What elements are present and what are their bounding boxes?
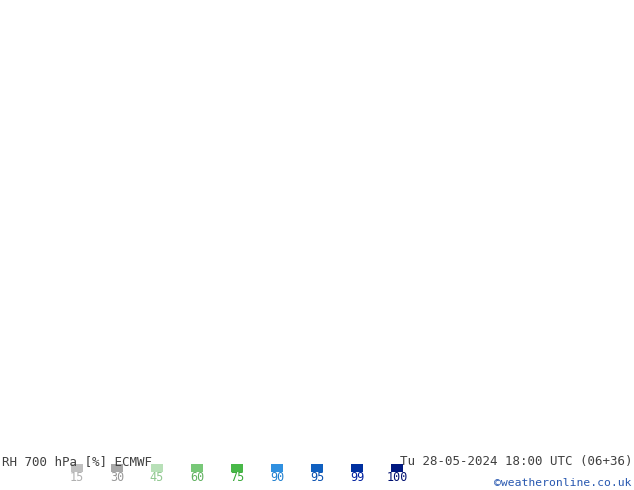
Bar	[351, 464, 363, 472]
Text: 15: 15	[70, 471, 84, 484]
Text: RH 700 hPa [%] ECMWF: RH 700 hPa [%] ECMWF	[2, 455, 152, 468]
Bar	[311, 464, 323, 472]
Bar	[391, 464, 403, 472]
Text: 90: 90	[270, 471, 284, 484]
Text: 75: 75	[230, 471, 244, 484]
Bar	[231, 464, 243, 472]
Text: 100: 100	[386, 471, 408, 484]
Text: 60: 60	[190, 471, 204, 484]
Bar	[111, 464, 123, 472]
Bar	[271, 464, 283, 472]
Text: 45: 45	[150, 471, 164, 484]
Bar	[191, 464, 203, 472]
Text: 30: 30	[110, 471, 124, 484]
Bar	[151, 464, 163, 472]
Text: ©weatheronline.co.uk: ©weatheronline.co.uk	[495, 478, 632, 488]
Bar	[71, 464, 83, 472]
Text: 95: 95	[310, 471, 324, 484]
Text: 99: 99	[350, 471, 364, 484]
Text: Tu 28-05-2024 18:00 UTC (06+36): Tu 28-05-2024 18:00 UTC (06+36)	[399, 455, 632, 468]
